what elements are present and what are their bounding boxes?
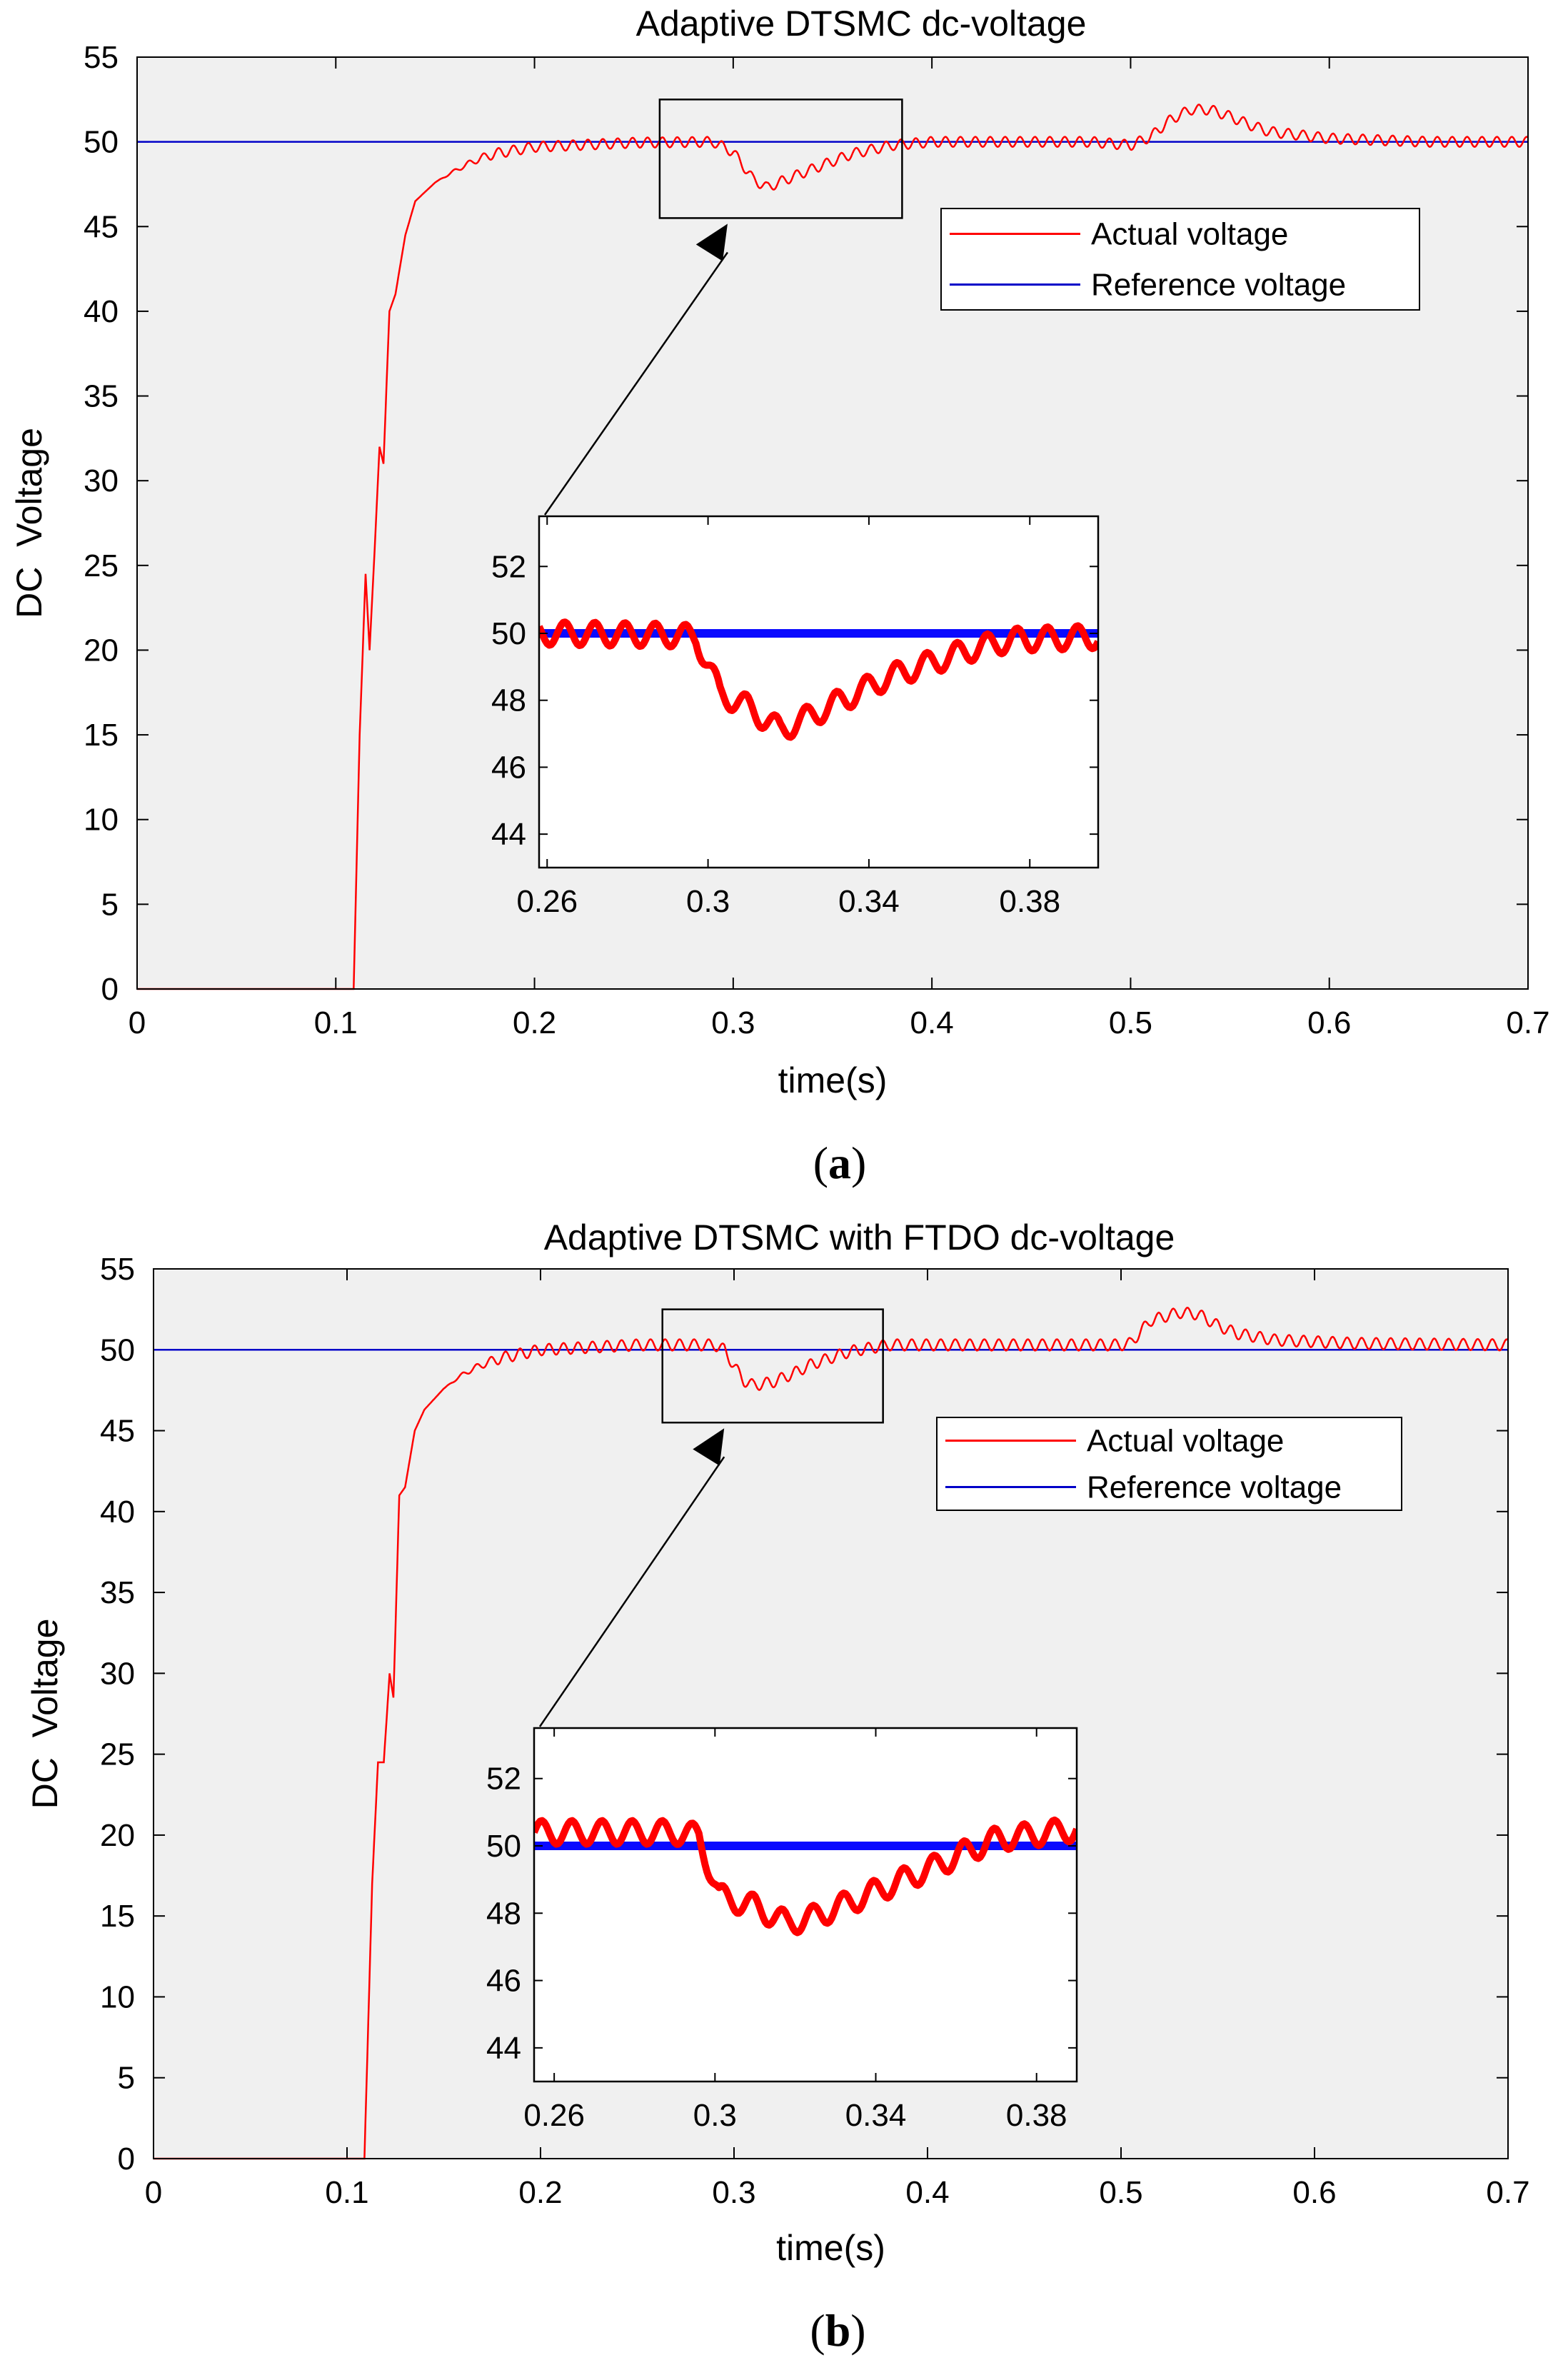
- y-tick-label: 55: [100, 1252, 135, 1287]
- y-tick-label: 45: [84, 209, 119, 244]
- legend-reference-label: Reference voltage: [1091, 268, 1346, 303]
- x-tick-label: 0.6: [1307, 1005, 1351, 1040]
- inset-x-tick-label: 0.3: [686, 884, 730, 919]
- y-tick-label: 20: [84, 633, 119, 668]
- y-tick-label: 25: [84, 548, 119, 583]
- chart-title: Adaptive DTSMC with FTDO dc-voltage: [544, 1217, 1175, 1257]
- plot-frame: [153, 1268, 1509, 2159]
- panel-caption: (b): [810, 2305, 865, 2356]
- x-axis-label: time(s): [778, 1060, 888, 1100]
- legend-box: [940, 208, 1420, 311]
- y-tick-label: 10: [84, 803, 119, 838]
- legend-box: [936, 1417, 1402, 1511]
- chart-title: Adaptive DTSMC dc-voltage: [636, 4, 1087, 44]
- x-tick-label: 0.4: [905, 2175, 949, 2210]
- x-tick-label: 0.5: [1099, 2175, 1142, 2210]
- y-axis-label: DC Voltage: [25, 1619, 65, 1809]
- legend-actual-label: Actual voltage: [1087, 1424, 1284, 1459]
- inset-y-tick-label: 48: [486, 1896, 521, 1931]
- y-tick-label: 5: [101, 887, 119, 922]
- y-tick-label: 15: [84, 718, 119, 753]
- inset-x-tick-label: 0.26: [523, 2098, 585, 2133]
- caption-close-paren: ): [851, 1138, 866, 1188]
- actual-voltage-line: [137, 104, 1529, 990]
- inset-y-tick-label: 48: [491, 683, 526, 718]
- inset-frame: [538, 515, 1100, 869]
- inset-y-tick-label: 52: [491, 549, 526, 584]
- plot-frame: [136, 56, 1529, 990]
- inset-x-tick-label: 0.34: [838, 884, 900, 919]
- zoom-arrow-head: [695, 224, 728, 261]
- y-tick-label: 25: [100, 1737, 135, 1772]
- inset-y-tick-label: 52: [486, 1762, 521, 1797]
- x-axis-label: time(s): [776, 2228, 885, 2268]
- legend-actual-label: Actual voltage: [1091, 217, 1288, 252]
- inset-x-tick-label: 0.38: [999, 884, 1060, 919]
- x-tick-label: 0.2: [518, 2175, 562, 2210]
- y-tick-label: 15: [100, 1899, 135, 1934]
- y-tick-label: 40: [100, 1495, 135, 1530]
- panel-a: 0 0.1 0.2 0.3 0.4 0.5 0.6 0.7 0 5 10 15 20 25 30 35 40 45…: [9, 4, 1550, 1188]
- inset-y-tick-label: 46: [491, 750, 526, 785]
- x-tick-label: 0.7: [1486, 2175, 1529, 2210]
- caption-open-paren: (: [810, 2305, 825, 2356]
- y-tick-label: 35: [100, 1575, 135, 1610]
- y-tick-label: 40: [84, 294, 119, 329]
- inset-x-tick-label: 0.26: [516, 884, 578, 919]
- inset-x-tick-label: 0.38: [1006, 2098, 1067, 2133]
- caption-open-paren: (: [813, 1138, 828, 1188]
- y-tick-label: 20: [100, 1818, 135, 1853]
- legend-reference-label: Reference voltage: [1087, 1470, 1342, 1505]
- y-tick-label: 50: [100, 1332, 135, 1367]
- x-tick-label: 0.3: [712, 2175, 755, 2210]
- inset-y-tick-label: 50: [486, 1829, 521, 1864]
- inset-actual-line: [539, 618, 1098, 741]
- x-tick-label: 0.3: [711, 1005, 755, 1040]
- inset-series-group: [534, 1816, 1077, 1937]
- caption-close-paren: ): [850, 2305, 865, 2356]
- y-axis-label: DC Voltage: [9, 428, 49, 618]
- inset-frame: [533, 1727, 1078, 2083]
- caption-letter: b: [825, 2305, 851, 2356]
- inset-x-tick-label: 0.3: [693, 2098, 737, 2133]
- inset-y-tick-label: 44: [491, 817, 526, 852]
- caption-letter: a: [828, 1138, 851, 1188]
- x-tick-label: 0.2: [513, 1005, 556, 1040]
- actual-voltage-line: [154, 1306, 1509, 2160]
- x-tick-label: 0: [145, 2175, 162, 2210]
- y-tick-label: 0: [101, 972, 119, 1007]
- zoom-box: [661, 1308, 884, 1424]
- x-tick-label: 0.5: [1109, 1005, 1152, 1040]
- zoom-box: [658, 99, 903, 219]
- zoom-arrow-head: [693, 1428, 725, 1466]
- x-tick-label: 0.7: [1506, 1005, 1549, 1040]
- y-tick-label: 50: [84, 125, 119, 160]
- y-tick-label: 30: [100, 1656, 135, 1691]
- y-tick-label: 5: [118, 2061, 135, 2096]
- inset-plot-area: [539, 516, 1098, 868]
- inset-y-tick-label: 44: [486, 2031, 521, 2066]
- x-tick-label: 0.6: [1292, 2175, 1336, 2210]
- x-tick-label: 0: [129, 1005, 146, 1040]
- inset-actual-line: [534, 1816, 1077, 1937]
- inset-y-tick-label: 46: [486, 1964, 521, 1999]
- y-tick-label: 35: [84, 379, 119, 414]
- inset-x-tick-label: 0.34: [845, 2098, 907, 2133]
- x-tick-label: 0.1: [325, 2175, 368, 2210]
- y-tick-label: 45: [100, 1414, 135, 1449]
- inset-plot-area: [534, 1728, 1077, 2082]
- zoom-arrow-line: [543, 251, 728, 516]
- x-tick-label: 0.1: [314, 1005, 358, 1040]
- panel-caption: (a): [813, 1138, 867, 1188]
- x-tick-label: 0.4: [910, 1005, 954, 1040]
- y-tick-label: 0: [118, 2141, 135, 2176]
- panel-b: 0 0.1 0.2 0.3 0.4 0.5 0.6 0.7 0 5 10 15 20 25 30 35 40 45…: [25, 1217, 1530, 2356]
- zoom-arrow-line: [538, 1456, 725, 1727]
- inset-y-tick-label: 50: [491, 616, 526, 651]
- y-tick-label: 55: [84, 40, 119, 75]
- inset-series-group: [539, 618, 1098, 741]
- y-tick-label: 10: [100, 1979, 135, 2014]
- y-tick-label: 30: [84, 463, 119, 498]
